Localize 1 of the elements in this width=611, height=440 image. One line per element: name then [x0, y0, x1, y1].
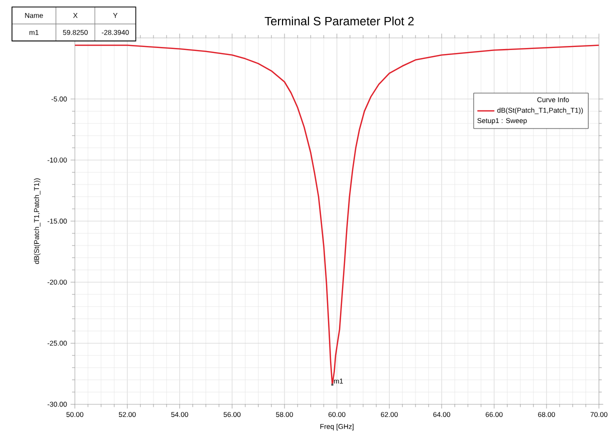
chart-title: Terminal S Parameter Plot 2 — [264, 16, 414, 26]
